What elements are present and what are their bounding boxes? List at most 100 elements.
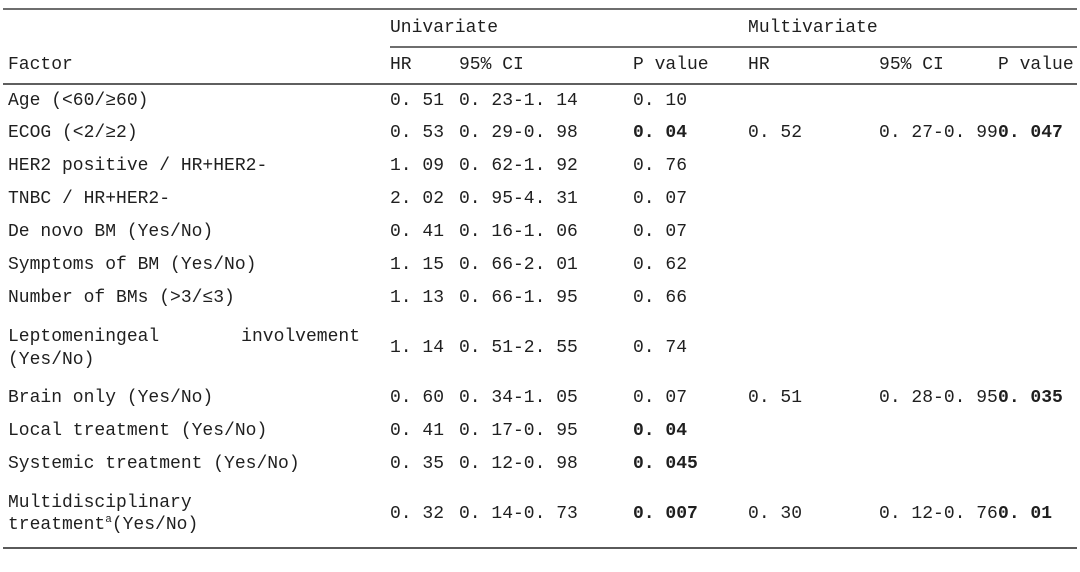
uni-p-value: 0. 07 [633, 388, 688, 409]
uni-ci-value: 0. 12-0. 98 [459, 454, 578, 475]
uni-ci-value: 0. 95-4. 31 [459, 189, 578, 210]
uni-hr-value: 0. 60 [390, 388, 445, 409]
column-header-uni-p: P value [633, 47, 749, 85]
multi-hr-value [748, 150, 879, 183]
uni-p-value: 0. 74 [633, 338, 688, 359]
table-row-de-novo-bm: De novo BM (Yes/No) 0. 41 0. 16-1. 06 0.… [3, 216, 1077, 249]
uni-ci-value: 0. 51-2. 55 [459, 338, 578, 359]
factor-label: TNBC / HR+HER2- [8, 189, 171, 210]
multi-ci-value [879, 150, 998, 183]
group-header-univariate: Univariate [390, 9, 749, 48]
group-header-multivariate: Multivariate [748, 9, 1078, 48]
uni-p-value: 0. 007 [633, 503, 698, 524]
uni-p-value: 0. 07 [633, 222, 688, 243]
multi-hr-value [748, 315, 879, 382]
factor-label: Local treatment (Yes/No) [8, 421, 268, 442]
uni-p-value: 0. 76 [633, 156, 688, 177]
column-header-uni-ci: 95% CI [459, 47, 633, 85]
uni-hr-value: 1. 14 [390, 338, 445, 359]
uni-p-value: 0. 04 [633, 421, 688, 442]
uni-ci-value: 0. 23-1. 14 [459, 90, 578, 111]
factor-word-right: involvement [241, 327, 360, 347]
multi-hr-value [748, 415, 879, 448]
uni-hr-value: 1. 09 [390, 156, 445, 177]
factor-line-1: Multidisciplinary [8, 492, 192, 513]
multi-p-value: 0. 035 [998, 388, 1063, 409]
uni-hr-value: 0. 41 [390, 421, 445, 442]
uni-ci-value: 0. 14-0. 73 [459, 503, 578, 524]
column-header-uni-hr: HR [390, 47, 459, 85]
factor-line-2: treatmenta(Yes/No) [8, 514, 390, 537]
multi-hr-value: 0. 52 [748, 123, 803, 144]
multi-p-value [998, 282, 1077, 315]
factor-word: (Yes/No) [111, 515, 199, 535]
column-header-multi-p: P value [998, 47, 1078, 85]
multi-p-value [998, 84, 1077, 117]
uni-ci-value: 0. 34-1. 05 [459, 388, 578, 409]
multi-ci-value: 0. 27-0. 99 [879, 123, 998, 144]
factor-label: Brain only (Yes/No) [8, 388, 214, 409]
multi-hr-value [748, 216, 879, 249]
factor-label: Age (<60/≥60) [8, 90, 149, 111]
multi-ci-value [879, 282, 998, 315]
factor-label: Systemic treatment (Yes/No) [8, 454, 300, 475]
multi-hr-value [748, 249, 879, 282]
multi-p-value [998, 415, 1077, 448]
uni-hr-value: 1. 13 [390, 288, 445, 309]
multi-p-value: 0. 047 [998, 123, 1063, 144]
table-row-leptomeningeal: Leptomeningeal involvement (Yes/No) 1. 1… [3, 315, 1077, 382]
multi-p-value [998, 183, 1077, 216]
factor-label: De novo BM (Yes/No) [8, 222, 214, 243]
multi-ci-value [879, 249, 998, 282]
multi-p-value: 0. 01 [998, 503, 1053, 524]
multi-p-value [998, 315, 1077, 382]
table-row-local-treatment: Local treatment (Yes/No) 0. 41 0. 17-0. … [3, 415, 1077, 448]
group-header-row: Univariate Multivariate [3, 9, 1078, 48]
results-table: Univariate Multivariate Factor HR 95% CI… [3, 8, 1078, 549]
uni-ci-value: 0. 66-2. 01 [459, 255, 578, 276]
multi-hr-value [748, 84, 879, 117]
uni-p-value: 0. 66 [633, 288, 688, 309]
uni-hr-value: 0. 41 [390, 222, 445, 243]
uni-p-value: 0. 045 [633, 454, 698, 475]
table-row-age: Age (<60/≥60) 0. 51 0. 23-1. 14 0. 10 [3, 84, 1077, 117]
table-row-ecog: ECOG (<2/≥2) 0. 53 0. 29-0. 98 0. 04 0. … [3, 117, 1077, 150]
column-header-row: Factor HR 95% CI P value HR 95% CI P val… [3, 47, 1078, 85]
table-row-tnbc: TNBC / HR+HER2- 2. 02 0. 95-4. 31 0. 07 [3, 183, 1077, 216]
multi-ci-value [879, 415, 998, 448]
table-row-symptoms-of-bm: Symptoms of BM (Yes/No) 1. 15 0. 66-2. 0… [3, 249, 1077, 282]
uni-p-value: 0. 04 [633, 123, 688, 144]
table-row-her2-positive: HER2 positive / HR+HER2- 1. 09 0. 62-1. … [3, 150, 1077, 183]
multi-hr-value [748, 183, 879, 216]
uni-p-value: 0. 62 [633, 255, 688, 276]
multi-ci-value [879, 84, 998, 117]
table-row-brain-only: Brain only (Yes/No) 0. 60 0. 34-1. 05 0.… [3, 382, 1077, 415]
uni-hr-value: 0. 32 [390, 503, 445, 524]
multi-ci-value [879, 183, 998, 216]
column-header-multi-hr: HR [748, 47, 880, 85]
multi-ci-value [879, 216, 998, 249]
multi-p-value [998, 216, 1077, 249]
uni-hr-value: 0. 35 [390, 454, 445, 475]
factor-line-1: Leptomeningeal involvement [8, 326, 360, 349]
factor-word-left: Leptomeningeal [8, 327, 160, 347]
group-header-spacer [3, 9, 390, 47]
table-row-systemic-treatment: Systemic treatment (Yes/No) 0. 35 0. 12-… [3, 448, 1077, 481]
uni-p-value: 0. 07 [633, 189, 688, 210]
multi-p-value [998, 150, 1077, 183]
factor-line-2: (Yes/No) [8, 349, 95, 370]
factor-label: Leptomeningeal involvement (Yes/No) [3, 315, 390, 382]
multi-hr-value: 0. 30 [748, 503, 803, 524]
multi-hr-value [748, 282, 879, 315]
uni-ci-value: 0. 66-1. 95 [459, 288, 578, 309]
column-header-factor: Factor [3, 47, 390, 85]
factor-label: HER2 positive / HR+HER2- [8, 156, 268, 177]
multi-p-value [998, 249, 1077, 282]
footnote-marker: a [105, 514, 112, 526]
factor-label: Multidisciplinary treatmenta(Yes/No) [3, 481, 390, 548]
uni-hr-value: 0. 51 [390, 90, 445, 111]
uni-hr-value: 2. 02 [390, 189, 445, 210]
factor-label: Number of BMs (>3/≤3) [8, 288, 235, 309]
uni-ci-value: 0. 16-1. 06 [459, 222, 578, 243]
uni-hr-value: 1. 15 [390, 255, 445, 276]
